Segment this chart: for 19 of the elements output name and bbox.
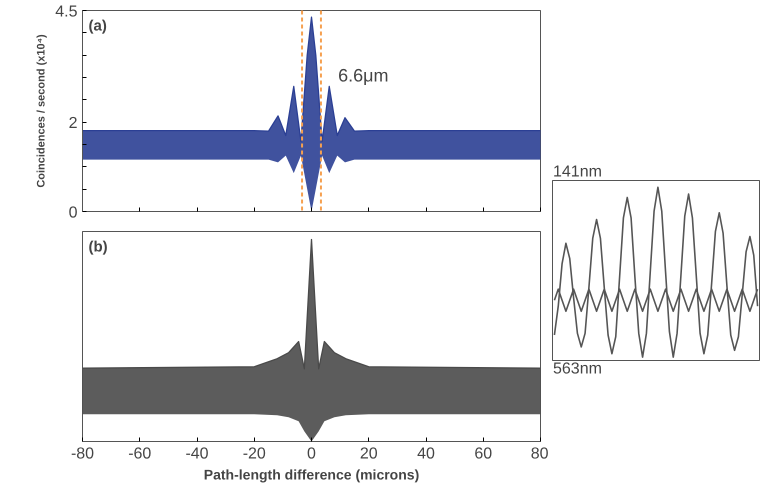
x-tick-label: -60 — [128, 446, 152, 462]
ref-line-label: 6.6μm — [338, 65, 389, 86]
chart-title: (b) — [88, 238, 108, 256]
y-tick-label: 0 — [68, 204, 78, 222]
y-tick-label: 4.5 — [55, 4, 78, 20]
x-tick-label: 20 — [360, 446, 378, 462]
x-tick-label: 80 — [530, 446, 549, 462]
x-tick-label: -40 — [185, 446, 209, 462]
x-tick-label: -20 — [242, 446, 266, 462]
x-tick-label: 0 — [307, 446, 316, 462]
text: 141nm — [553, 164, 602, 180]
y-tick-label: 2 — [68, 115, 78, 132]
x-tick-label: 60 — [474, 446, 492, 462]
x-axis-title: Path-length difference (microns) — [204, 466, 420, 482]
x-tick-label: 40 — [417, 446, 435, 462]
text: (a) — [88, 18, 107, 34]
x-tick-label: -80 — [70, 446, 94, 462]
y-axis-title: Coincidences / second (x10⁴) — [35, 34, 48, 188]
text: 563nm — [553, 360, 602, 378]
